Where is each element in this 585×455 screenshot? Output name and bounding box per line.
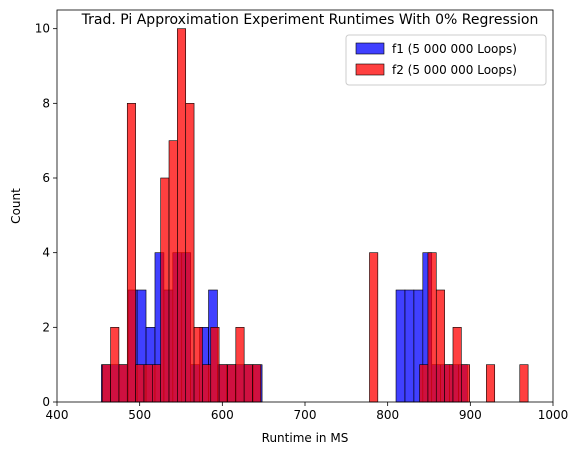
- x-tick-label: 400: [46, 408, 69, 422]
- x-tick-label: 600: [211, 408, 234, 422]
- y-tick-label: 0: [42, 395, 50, 409]
- histogram-bar-series2-19: [369, 252, 379, 403]
- histogram-bar-series2-0: [101, 364, 111, 403]
- x-axis-label: Runtime in MS: [262, 431, 349, 445]
- legend-swatch-series1: [355, 42, 385, 55]
- histogram-bar-series1-19: [404, 289, 415, 403]
- histogram-bar-series2-13: [210, 327, 220, 403]
- histogram-bar-series2-6: [152, 364, 161, 403]
- y-tick-label: 8: [42, 96, 50, 110]
- x-axis: 400 500 600 700 800 900 1000: [46, 402, 569, 422]
- plot-frame: [56, 9, 554, 403]
- x-tick-label: 800: [376, 408, 399, 422]
- x-tick-label: 1000: [538, 408, 569, 422]
- chart-title: Trad. Pi Approximation Experiment Runtim…: [81, 12, 539, 28]
- histogram-bar-series2-26: [486, 364, 496, 403]
- histogram-bar-series2-25: [461, 364, 470, 403]
- histogram-bar-series2-17: [243, 364, 253, 403]
- histogram-bar-series2-5: [143, 364, 153, 403]
- histogram-bar-series2-7: [160, 177, 170, 403]
- y-tick-label: 10: [35, 22, 50, 36]
- histogram-bar-series2-12: [202, 364, 212, 403]
- histogram-bar-series2-15: [227, 364, 237, 403]
- histogram-bar-series2-4: [135, 364, 145, 403]
- x-tick-label: 700: [294, 408, 317, 422]
- legend-swatch-series2: [355, 63, 385, 76]
- histogram-bar-series2-10: [185, 103, 195, 403]
- x-tick-label: 500: [128, 408, 151, 422]
- histogram-bar-series2-21: [427, 252, 437, 403]
- legend-label-series2: f2 (5 000 000 Loops): [392, 63, 517, 77]
- legend-frame: [345, 34, 547, 86]
- histogram-bar-series2-20: [419, 364, 429, 403]
- histogram-bar-series2-8: [168, 140, 178, 403]
- histogram-bar-series2-16: [235, 327, 245, 403]
- histogram-bar-series2-24: [452, 327, 462, 403]
- histogram-bar-series2-3: [126, 103, 136, 403]
- histogram-bar-series2-2: [118, 364, 128, 403]
- legend-label-series1: f1 (5 000 000 Loops): [392, 42, 517, 56]
- histogram-bar-series1-18: [395, 289, 406, 403]
- histogram-bar-series2-1: [110, 327, 120, 403]
- histogram-bar-series2-14: [218, 364, 228, 403]
- y-axis: 0 2 4 6 8 10: [35, 22, 57, 409]
- y-axis-label: Count: [9, 188, 23, 224]
- y-tick-label: 2: [42, 320, 50, 334]
- series-f2-bars: [101, 28, 529, 403]
- histogram-bar-series2-11: [193, 327, 203, 403]
- histogram-bar-series2-27: [519, 364, 529, 403]
- histogram-bar-series2-22: [435, 289, 445, 403]
- histogram-bar-series2-23: [444, 364, 454, 403]
- y-tick-label: 6: [42, 171, 50, 185]
- x-tick-label: 900: [459, 408, 482, 422]
- y-tick-label: 4: [42, 246, 50, 260]
- histogram-bar-series2-9: [177, 28, 187, 403]
- legend: f1 (5 000 000 Loops) f2 (5 000 000 Loops): [345, 34, 547, 86]
- histogram-bar-series2-18: [252, 364, 262, 403]
